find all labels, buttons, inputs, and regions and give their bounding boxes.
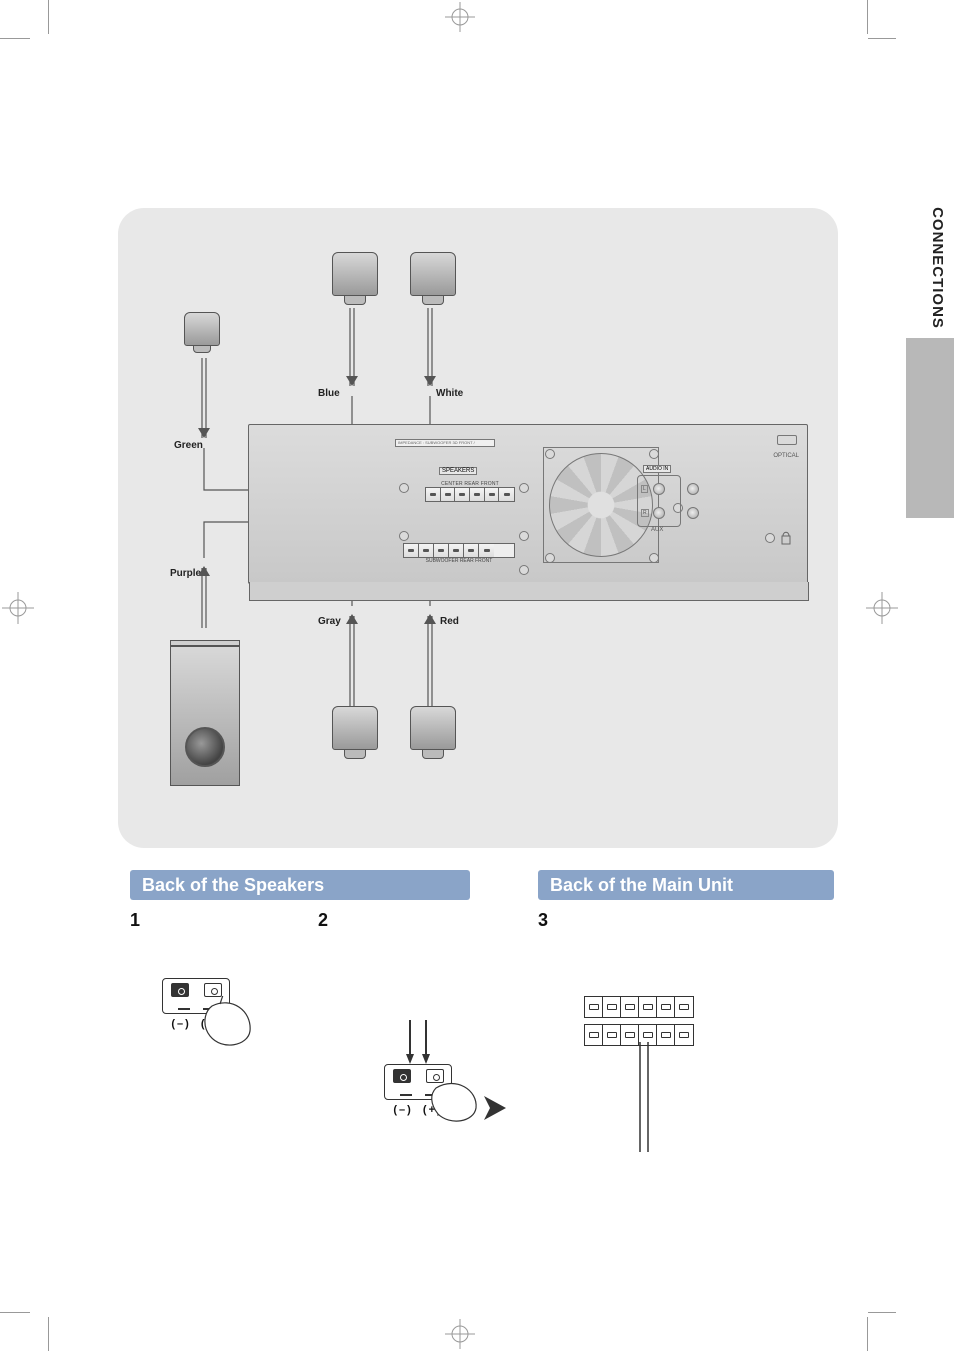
audio-in-block: AUDIO IN L R AUX	[637, 465, 707, 527]
jack-l	[653, 483, 665, 495]
registration-mark	[440, 1319, 480, 1349]
lock-icon	[779, 529, 793, 547]
crop-mark	[48, 1317, 49, 1351]
screw	[399, 531, 409, 541]
crop-mark	[0, 38, 30, 39]
speakers-header: SPEAKERS	[439, 467, 477, 475]
jack-aux2	[687, 507, 699, 519]
sub-terminals: SUBWOOFER REAR FRONT	[403, 543, 515, 564]
hand-arrow-icon	[428, 1074, 508, 1134]
terminal-row-bottom	[403, 543, 515, 558]
screw	[519, 565, 529, 575]
minus-label: (–)	[171, 1018, 190, 1030]
section-mainunit-title: Back of the Main Unit	[550, 875, 733, 896]
registration-mark	[440, 2, 480, 32]
audio-in-label: AUDIO IN	[643, 465, 671, 473]
section-speakers: Back of the Speakers	[130, 870, 470, 900]
wire-ends-icon	[396, 1020, 446, 1070]
connection-diagram: Blue White Green Purple Gray Red	[118, 208, 838, 848]
crop-mark	[48, 0, 49, 34]
screw	[649, 553, 659, 563]
crop-mark	[867, 0, 868, 34]
step-1: 1	[130, 910, 140, 931]
jack-r-label: R	[641, 509, 649, 517]
step-3: 3	[538, 910, 548, 931]
main-unit-rear: IMPEDANCE : SUBWOOFER 3Ω FRONT / CENTER …	[248, 424, 808, 584]
jack-r	[653, 507, 665, 519]
jack-aux1	[687, 483, 699, 495]
screw	[545, 553, 555, 563]
terminal-bottom-labels: SUBWOOFER REAR FRONT	[403, 558, 515, 564]
crop-mark	[867, 1317, 868, 1351]
terminal-row-top	[425, 487, 515, 502]
crop-mark	[0, 1312, 30, 1313]
step-2: 2	[318, 910, 328, 931]
section-speakers-title: Back of the Speakers	[142, 875, 324, 896]
screw	[399, 483, 409, 493]
optical-port-frame	[777, 435, 797, 445]
screw	[519, 483, 529, 493]
minus-label: (–)	[393, 1104, 412, 1116]
subwoofer	[170, 640, 240, 790]
section-mainunit: Back of the Main Unit	[538, 870, 834, 900]
speaker-terminals: SPEAKERS CENTER REAR FRONT	[425, 481, 515, 537]
hand-icon	[202, 996, 262, 1056]
step1-illustration: (–) (+)	[162, 978, 230, 1030]
step2-illustration: (–) (+)	[384, 1064, 452, 1116]
wire-pair-icon	[624, 1042, 664, 1162]
speaker-rear-right	[332, 706, 378, 762]
side-tab	[906, 338, 954, 518]
jack-l-label: L	[641, 485, 648, 493]
screw	[765, 533, 775, 543]
screw	[649, 449, 659, 459]
page: CONNECTIONS Blue White Green Purple Gray…	[48, 38, 906, 1313]
step3-illustration	[584, 996, 694, 1068]
registration-mark	[0, 590, 36, 626]
optical-label: OPTICAL	[773, 453, 799, 459]
screw	[519, 531, 529, 541]
screw	[545, 449, 555, 459]
aux-label: AUX	[651, 527, 663, 533]
speaker-front-right	[410, 706, 456, 762]
side-tab-label: CONNECTIONS	[929, 188, 946, 348]
impedance-label: IMPEDANCE : SUBWOOFER 3Ω FRONT / CENTER …	[395, 439, 495, 447]
